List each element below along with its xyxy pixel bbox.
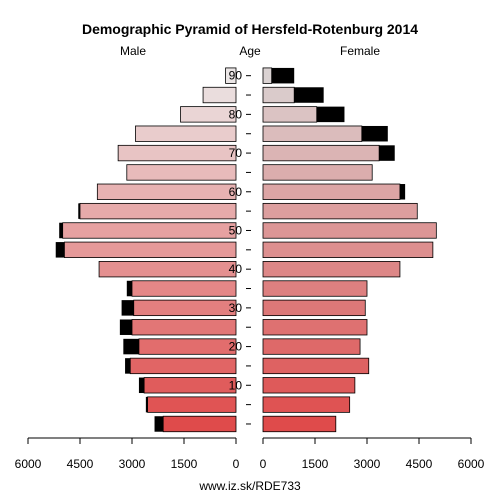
female-bar-20-24 <box>262 338 361 355</box>
male-bar-50-54 <box>62 222 237 239</box>
female-bar-10-14 <box>262 377 356 394</box>
age-label-60: 60 <box>229 185 243 199</box>
male-bar-70-74 <box>117 144 237 162</box>
male-x-label-0: 0 <box>233 457 240 471</box>
female-bar-50-54 <box>262 222 437 239</box>
age-label-90: 90 <box>229 69 243 83</box>
male-bar-85-89 <box>202 86 237 104</box>
male-bar-90+ <box>225 67 237 84</box>
age-label-30: 30 <box>229 301 243 315</box>
age-label-20: 20 <box>229 340 243 354</box>
female-bar-90+ <box>262 67 273 84</box>
male-x-label-4500: 4500 <box>67 457 94 471</box>
female-bar-85-89 <box>262 86 295 104</box>
male-x-label-3000: 3000 <box>119 457 146 471</box>
female-bar-15-19 <box>262 357 370 375</box>
female-excess-70-74 <box>379 145 395 161</box>
male-x-label-1500: 1500 <box>171 457 198 471</box>
male-x-label-6000: 6000 <box>15 457 42 471</box>
male-excess-30-34 <box>121 300 134 316</box>
female-bar-70-74 <box>262 144 380 162</box>
male-bar-75-79 <box>135 125 237 142</box>
male-bar-20-24 <box>138 338 237 355</box>
age-label-10: 10 <box>229 378 243 392</box>
female-bar-65-69 <box>262 164 373 181</box>
male-bar-35-39 <box>131 280 237 297</box>
female-x-label-0: 0 <box>260 457 267 471</box>
female-bar-25-29 <box>262 319 368 336</box>
male-excess-50-54 <box>59 222 63 239</box>
male-excess-15-19 <box>125 358 131 374</box>
female-x-label-4500: 4500 <box>406 457 433 471</box>
age-label-70: 70 <box>229 146 243 160</box>
age-label-50: 50 <box>229 223 243 237</box>
female-bar-35-39 <box>262 280 368 297</box>
male-bar-80-84 <box>180 106 237 123</box>
age-label-40: 40 <box>229 262 243 276</box>
female-excess-85-89 <box>294 87 324 103</box>
female-bar-45-49 <box>262 241 434 258</box>
male-excess-10-14 <box>138 377 145 394</box>
age-label-80: 80 <box>229 107 243 121</box>
male-bar-45-49 <box>64 241 237 258</box>
source-label: www.iz.sk/RDE733 <box>198 479 301 493</box>
female-x-label-1500: 1500 <box>302 457 329 471</box>
male-excess-5-9 <box>145 396 148 413</box>
female-bar-30-34 <box>262 299 366 317</box>
male-bar-65-69 <box>126 164 237 181</box>
male-bar-40-44 <box>98 261 237 278</box>
female-x-label-3000: 3000 <box>354 457 381 471</box>
female-excess-60-64 <box>399 184 406 200</box>
female-bar-60-64 <box>262 183 401 200</box>
male-bar-15-19 <box>129 357 237 375</box>
female-bar-0-4 <box>262 415 337 433</box>
female-bar-55-59 <box>262 202 418 220</box>
female-excess-80-84 <box>316 106 345 123</box>
female-x-label-6000: 6000 <box>458 457 485 471</box>
female-bar-75-79 <box>262 125 363 142</box>
female-excess-75-79 <box>361 125 388 142</box>
male-excess-25-29 <box>119 319 132 335</box>
male-excess-55-59 <box>78 203 80 219</box>
male-excess-45-49 <box>55 242 65 258</box>
male-bar-5-9 <box>147 396 237 413</box>
male-bar-60-64 <box>96 183 237 200</box>
male-excess-20-24 <box>123 338 139 355</box>
male-bar-55-59 <box>79 202 237 220</box>
female-bar-5-9 <box>262 396 351 413</box>
female-bar-80-84 <box>262 106 318 123</box>
female-excess-90+ <box>271 67 295 84</box>
bars-group <box>55 67 437 433</box>
male-bar-10-14 <box>143 377 237 394</box>
age-header: Age <box>239 44 261 58</box>
axes-group: 10 20 30 40 50 60 70 80 90 6000 4500 3000 1500 0 0 1500… <box>15 69 485 471</box>
male-bar-0-4 <box>162 415 237 433</box>
female-header: Female <box>340 44 380 58</box>
male-header: Male <box>120 44 146 58</box>
male-bar-30-34 <box>133 299 237 317</box>
male-excess-35-39 <box>126 280 132 297</box>
chart-title: Demographic Pyramid of Hersfeld-Rotenbur… <box>82 21 418 37</box>
male-excess-0-4 <box>154 416 164 432</box>
male-bar-25-29 <box>131 319 237 336</box>
female-bar-40-44 <box>262 261 401 278</box>
